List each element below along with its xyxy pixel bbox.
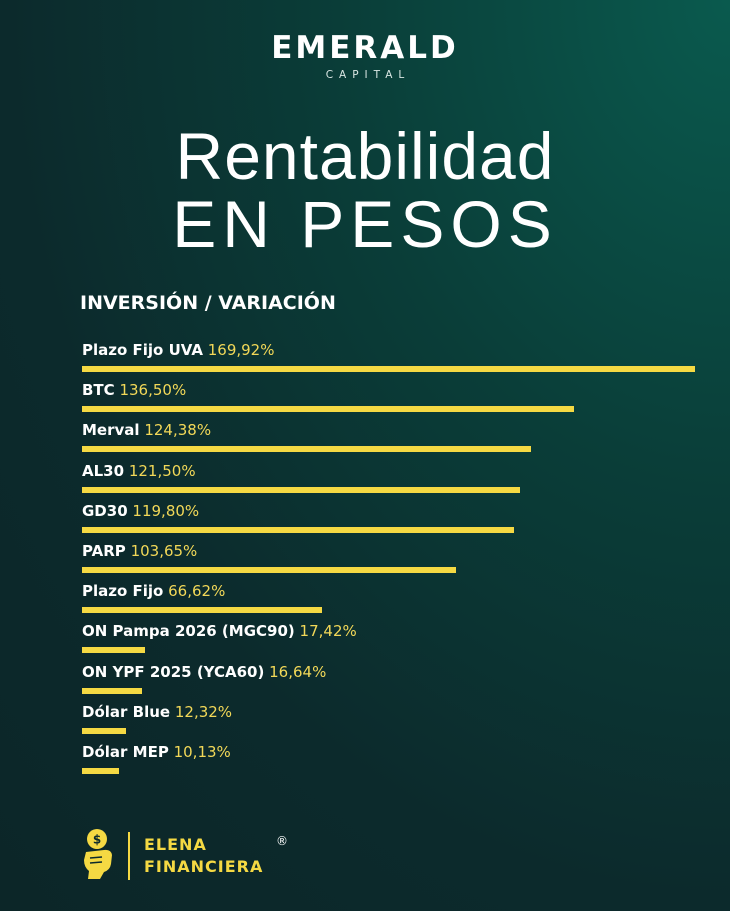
hand-coin-icon: $ — [84, 829, 112, 879]
chart-row: Plazo Fijo 66,62% — [82, 571, 722, 614]
bar — [82, 607, 323, 614]
chart-row: Dólar Blue 12,32% — [82, 692, 722, 734]
category-label: Dólar MEP — [82, 743, 169, 761]
bar — [82, 727, 127, 734]
bar-label: ON YPF 2025 (YCA60) 16,64% — [82, 662, 326, 682]
chart-row: BTC 136,50% — [82, 370, 722, 413]
category-label: ON YPF 2025 (YCA60) — [82, 662, 265, 681]
category-label: Plazo Fijo UVA — [82, 341, 203, 359]
value-label: 103,65% — [130, 542, 198, 560]
footer-brand-line2: FINANCIERA — [144, 857, 264, 876]
category-label: ON Pampa 2026 (MGC90) — [82, 622, 295, 641]
bar-chart: Plazo Fijo UVA 169,92% BTC 136,50% Merval … — [0, 330, 730, 790]
category-label: PARP — [82, 542, 126, 560]
bar — [82, 486, 521, 493]
chart-row: ON Pampa 2026 (MGC90) 17,42% — [82, 611, 722, 654]
value-label: 16,64% — [269, 662, 327, 681]
category-label: Plazo Fijo — [82, 582, 164, 601]
bar — [82, 567, 456, 573]
footer-divider — [128, 832, 130, 880]
bar-label: Dólar MEP 10,13% — [82, 742, 231, 762]
registered-mark: ® — [276, 834, 288, 848]
bar — [82, 526, 515, 533]
bar-label: BTC 136,50% — [82, 380, 186, 400]
brand-logo: EMERALD CAPITAL — [0, 30, 730, 82]
value-label: 17,42% — [299, 622, 357, 641]
bar-label: Merval 124,38% — [82, 420, 211, 440]
chart-row: AL30 121,50% — [82, 451, 722, 493]
value-label: 136,50% — [119, 381, 187, 400]
category-label: Dólar Blue — [82, 702, 171, 721]
bar-label: Plazo Fijo UVA 169,92% — [82, 340, 274, 360]
value-label: 124,38% — [144, 421, 212, 440]
category-label: BTC — [82, 381, 115, 400]
category-label: GD30 — [82, 501, 128, 520]
page-title-line1: Rentabilidad — [175, 119, 555, 193]
page-title-line2: EN PESOS — [172, 187, 558, 261]
bar — [82, 366, 695, 372]
bar — [82, 687, 143, 694]
bar — [82, 768, 119, 774]
category-label: AL30 — [82, 461, 125, 480]
footer-brand-line1: ELENA — [144, 835, 207, 854]
bar-label: GD30 119,80% — [82, 501, 199, 521]
bar — [82, 647, 145, 654]
value-label: 169,92% — [207, 341, 275, 359]
brand-subtitle: CAPITAL — [325, 69, 411, 81]
svg-text:$: $ — [93, 833, 101, 847]
value-label: 119,80% — [132, 501, 200, 520]
value-label: 121,50% — [128, 461, 196, 480]
bar-label: PARP 103,65% — [82, 541, 197, 561]
bar-label: ON Pampa 2026 (MGC90) 17,42% — [82, 621, 357, 641]
chart-row: GD30 119,80% — [82, 491, 722, 533]
chart-header: INVERSIÓN / VARIACIÓN — [80, 292, 336, 314]
chart-row: Plazo Fijo UVA 169,92% — [82, 330, 722, 372]
bar-label: Plazo Fijo 66,62% — [82, 581, 225, 601]
value-label: 10,13% — [173, 743, 231, 761]
brand-name: EMERALD — [271, 30, 459, 66]
bar — [82, 446, 531, 453]
footer-brand-text: ELENA FINANCIERA — [144, 834, 263, 878]
chart-row: Dólar MEP 10,13% — [82, 732, 722, 774]
chart-row: Merval 124,38% — [82, 410, 722, 453]
value-label: 12,32% — [174, 702, 233, 721]
bar-label: Dólar Blue 12,32% — [82, 702, 232, 722]
value-label: 66,62% — [168, 582, 226, 601]
chart-row: PARP 103,65% — [82, 531, 722, 573]
chart-row: ON YPF 2025 (YCA60) 16,64% — [82, 652, 722, 694]
category-label: Merval — [82, 421, 140, 440]
bar — [82, 406, 575, 413]
bar-label: AL30 121,50% — [82, 461, 196, 481]
